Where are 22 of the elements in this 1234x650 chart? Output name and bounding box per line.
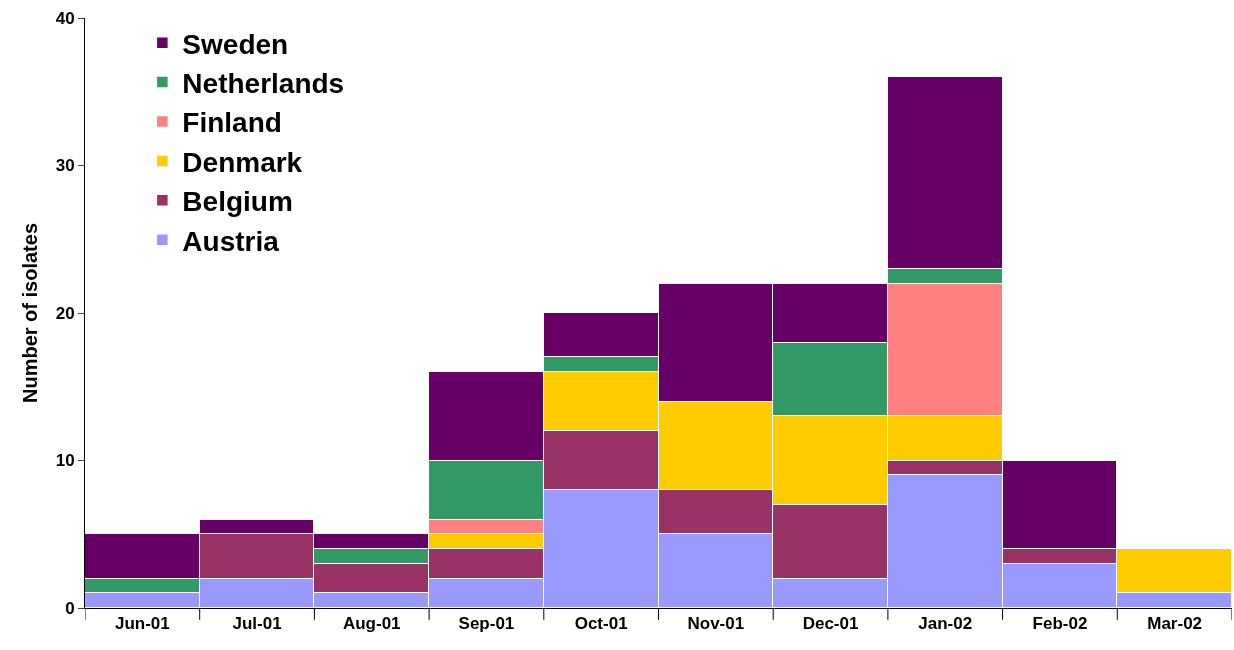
x-tick-label: Oct-01: [574, 614, 628, 634]
x-tick-label: Sep-01: [458, 614, 515, 634]
x-tick-label: Jun-01: [114, 614, 170, 634]
legend-label: Belgium: [182, 186, 293, 218]
y-tick-label: 30: [55, 156, 75, 176]
x-tick-label: Dec-01: [802, 614, 859, 634]
x-tick-label: Feb-02: [1032, 614, 1088, 634]
legend-label: Denmark: [182, 146, 303, 178]
y-tick-label: 40: [55, 8, 75, 28]
legend-label: Finland: [182, 107, 282, 139]
y-tick-label: 10: [55, 451, 75, 471]
x-tick-label: Nov-01: [687, 614, 745, 634]
y-axis-title: Number of isolates: [19, 222, 42, 404]
y-tick-label: 0: [65, 598, 75, 618]
legend-label: Austria: [182, 225, 280, 257]
x-tick-label: Mar-02: [1147, 614, 1203, 634]
legend-label: Netherlands: [182, 68, 345, 100]
x-tick-label: Jan-02: [918, 614, 973, 634]
legend-label: Sweden: [182, 28, 289, 60]
y-tick-label: 20: [55, 303, 75, 323]
x-tick-label: Jul-01: [232, 614, 282, 634]
x-tick-label: Aug-01: [342, 614, 401, 634]
